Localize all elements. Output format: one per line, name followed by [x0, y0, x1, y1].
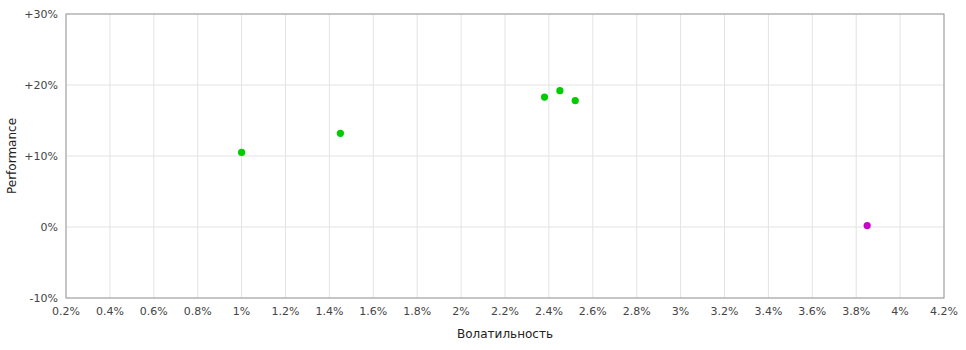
y-grid-line — [66, 227, 944, 228]
x-tick-label: 3.4% — [754, 305, 782, 318]
x-axis-label: Волатильность — [457, 327, 553, 341]
x-tick-label: 3.6% — [798, 305, 826, 318]
scatter-point — [572, 97, 579, 104]
plot-area — [66, 14, 944, 298]
x-tick-label: 0.2% — [52, 305, 80, 318]
scatter-point — [238, 149, 245, 156]
x-tick-label: 4.2% — [930, 305, 958, 318]
scatter-point — [337, 130, 344, 137]
x-tick-label: 0.4% — [96, 305, 124, 318]
tick-labels: 0.2% 0.4% 0.6% 0.8% 1% 1.2% 1.4% 1.6% 1.8% 2% 2.2%… — [24, 8, 958, 318]
chart: 0.2% 0.4% 0.6% 0.8% 1% 1.2% 1.4% 1.6% 1.8% 2% 2.2%… — [0, 0, 966, 350]
plot-frame — [66, 14, 944, 298]
x-tick-label: 1.8% — [403, 305, 431, 318]
x-tick-label: 3.2% — [711, 305, 739, 318]
y-grid-line — [66, 85, 944, 86]
x-tick-label: 3.8% — [842, 305, 870, 318]
points — [238, 87, 871, 229]
x-tick-label: 2.4% — [535, 305, 563, 318]
x-tick-label: 2.6% — [579, 305, 607, 318]
y-grid-line — [66, 156, 944, 157]
x-tick-label: 1% — [233, 305, 250, 318]
x-tick-label: 4% — [891, 305, 908, 318]
y-tick-label: +20% — [24, 79, 58, 92]
scatter-point — [556, 87, 563, 94]
x-tick-label: 3% — [672, 305, 689, 318]
scatter-point — [541, 93, 548, 100]
x-tick-label: 1.4% — [315, 305, 343, 318]
y-tick-label: 0% — [41, 221, 58, 234]
series — [864, 222, 871, 229]
x-tick-label: 2% — [452, 305, 469, 318]
scatter-point — [864, 222, 871, 229]
series — [238, 87, 579, 156]
x-tick-label: 1.2% — [272, 305, 300, 318]
y-tick-label: +30% — [24, 8, 58, 21]
x-tick-label: 0.6% — [140, 305, 168, 318]
x-tick-label: 2.8% — [623, 305, 651, 318]
y-tick-label: -10% — [30, 292, 58, 305]
y-tick-label: +10% — [24, 150, 58, 163]
x-tick-label: 1.6% — [359, 305, 387, 318]
x-tick-label: 0.8% — [184, 305, 212, 318]
x-tick-label: 2.2% — [491, 305, 519, 318]
y-axis-label: Performance — [5, 118, 19, 194]
grid — [66, 14, 944, 298]
